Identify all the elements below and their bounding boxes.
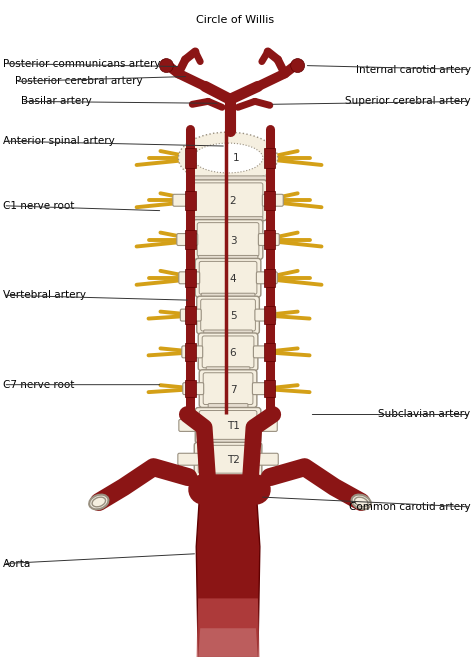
Text: Subclavian artery: Subclavian artery	[379, 409, 471, 420]
FancyBboxPatch shape	[195, 407, 261, 444]
Bar	[264, 148, 275, 169]
Text: Posterior cerebral artery: Posterior cerebral artery	[15, 76, 143, 86]
Text: T2: T2	[227, 455, 239, 465]
FancyBboxPatch shape	[202, 336, 254, 368]
FancyBboxPatch shape	[256, 420, 277, 432]
FancyBboxPatch shape	[203, 373, 253, 405]
Bar	[185, 269, 196, 287]
Ellipse shape	[355, 497, 368, 507]
Bar	[185, 190, 196, 210]
FancyBboxPatch shape	[180, 309, 201, 321]
Ellipse shape	[92, 497, 106, 507]
FancyBboxPatch shape	[178, 453, 199, 465]
Polygon shape	[196, 485, 260, 657]
Bar	[264, 306, 275, 324]
Text: 3: 3	[230, 235, 237, 246]
FancyBboxPatch shape	[254, 346, 274, 358]
FancyBboxPatch shape	[195, 258, 261, 297]
Bar	[264, 269, 275, 287]
Text: 4: 4	[230, 273, 237, 284]
FancyBboxPatch shape	[201, 299, 255, 331]
Text: C7 nerve root: C7 nerve root	[3, 380, 75, 389]
Text: 1: 1	[233, 153, 239, 163]
Text: Internal carotid artery: Internal carotid artery	[356, 65, 471, 74]
Text: C1 nerve root: C1 nerve root	[3, 201, 75, 211]
Text: Superior cerebral artery: Superior cerebral artery	[345, 96, 471, 106]
FancyBboxPatch shape	[257, 453, 278, 465]
FancyBboxPatch shape	[258, 233, 279, 246]
Ellipse shape	[178, 132, 278, 184]
FancyBboxPatch shape	[256, 272, 277, 284]
Bar	[185, 380, 196, 397]
Text: Common carotid artery: Common carotid artery	[349, 502, 471, 512]
FancyBboxPatch shape	[177, 233, 198, 246]
FancyBboxPatch shape	[201, 293, 255, 300]
Polygon shape	[196, 598, 260, 657]
FancyBboxPatch shape	[173, 194, 194, 206]
Text: Circle of Willis: Circle of Willis	[196, 14, 274, 25]
FancyBboxPatch shape	[193, 219, 263, 260]
Bar	[264, 190, 275, 210]
Text: 7: 7	[230, 385, 237, 395]
FancyBboxPatch shape	[193, 183, 263, 217]
Text: Anterior spinal artery: Anterior spinal artery	[3, 136, 115, 146]
Ellipse shape	[352, 495, 371, 509]
Bar	[185, 343, 196, 360]
FancyBboxPatch shape	[199, 411, 257, 440]
FancyBboxPatch shape	[199, 370, 257, 407]
Text: 5: 5	[230, 311, 237, 321]
FancyBboxPatch shape	[198, 333, 258, 371]
Ellipse shape	[89, 495, 109, 509]
Bar	[185, 148, 196, 169]
Text: T1: T1	[227, 421, 239, 432]
FancyBboxPatch shape	[205, 440, 251, 446]
FancyBboxPatch shape	[206, 367, 250, 374]
Text: Basilar artery: Basilar artery	[21, 96, 92, 106]
FancyBboxPatch shape	[187, 176, 269, 184]
FancyBboxPatch shape	[255, 309, 276, 321]
FancyBboxPatch shape	[182, 346, 203, 358]
FancyBboxPatch shape	[194, 442, 262, 476]
FancyBboxPatch shape	[208, 403, 248, 411]
Text: Posterior communicans artery: Posterior communicans artery	[3, 59, 161, 69]
FancyBboxPatch shape	[262, 194, 283, 206]
FancyBboxPatch shape	[179, 272, 200, 284]
FancyBboxPatch shape	[193, 217, 263, 223]
Text: Vertebral artery: Vertebral artery	[3, 290, 86, 301]
Ellipse shape	[291, 59, 305, 72]
FancyBboxPatch shape	[204, 330, 253, 337]
Bar	[185, 306, 196, 324]
FancyBboxPatch shape	[199, 262, 257, 294]
Text: Aorta: Aorta	[3, 559, 32, 569]
Bar	[185, 230, 196, 249]
Bar	[264, 380, 275, 397]
FancyBboxPatch shape	[253, 383, 273, 395]
FancyBboxPatch shape	[183, 383, 204, 395]
FancyBboxPatch shape	[197, 296, 259, 334]
FancyBboxPatch shape	[179, 420, 200, 432]
Ellipse shape	[159, 59, 173, 72]
FancyBboxPatch shape	[197, 223, 259, 256]
FancyBboxPatch shape	[198, 445, 258, 473]
Ellipse shape	[193, 143, 263, 173]
Text: 2: 2	[230, 196, 237, 206]
Polygon shape	[198, 628, 258, 657]
FancyBboxPatch shape	[198, 256, 258, 262]
Text: 6: 6	[230, 348, 237, 358]
Bar	[264, 230, 275, 249]
Bar	[264, 343, 275, 360]
FancyBboxPatch shape	[189, 180, 267, 221]
